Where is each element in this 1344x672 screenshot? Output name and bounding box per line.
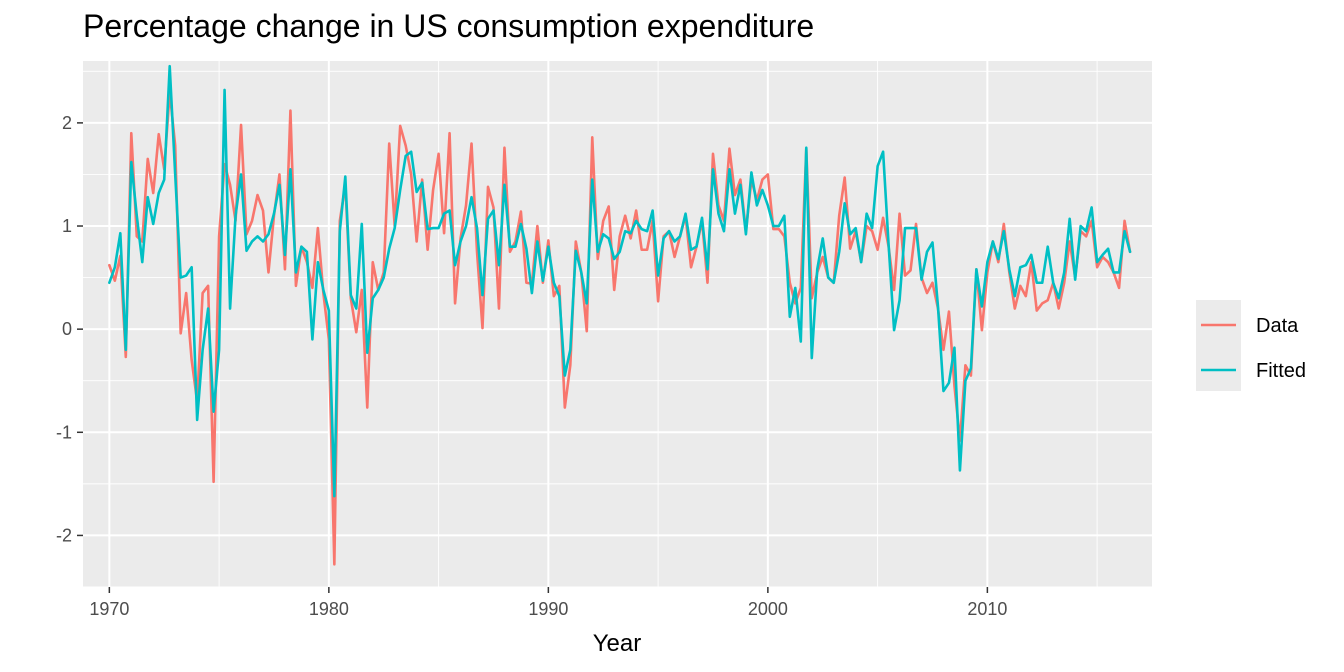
y-tick-label: 0 <box>62 319 72 339</box>
x-axis-title: Year <box>593 630 642 657</box>
legend-label-fitted: Fitted <box>1256 360 1306 382</box>
y-tick-label: -2 <box>56 525 72 545</box>
x-tick-label: 2010 <box>967 599 1007 619</box>
x-tick-label: 2000 <box>748 599 788 619</box>
x-tick-label: 1990 <box>528 599 568 619</box>
axes: 1970 1980 1990 2000 2010 -2 -1 0 1 2 <box>56 113 1007 619</box>
series-lines <box>108 64 1132 566</box>
y-tick-label: -1 <box>56 422 72 442</box>
y-tick-label: 1 <box>62 216 72 236</box>
legend-background <box>1196 300 1241 391</box>
x-tick-label: 1970 <box>89 599 129 619</box>
legend-label-data: Data <box>1256 315 1299 337</box>
chart-title: Percentage change in US consumption expe… <box>83 8 815 44</box>
y-tick-label: 2 <box>62 113 72 133</box>
x-tick-label: 1980 <box>309 599 349 619</box>
series-line-fitted <box>108 64 1132 498</box>
series-line-data <box>108 90 1132 566</box>
legend: Data Fitted <box>1196 300 1306 391</box>
plot-panel <box>83 61 1152 587</box>
